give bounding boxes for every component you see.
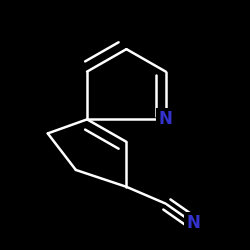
Text: N: N [187,214,201,232]
Text: N: N [159,110,173,128]
